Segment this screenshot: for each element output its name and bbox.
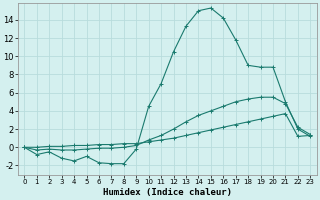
X-axis label: Humidex (Indice chaleur): Humidex (Indice chaleur) — [103, 188, 232, 197]
